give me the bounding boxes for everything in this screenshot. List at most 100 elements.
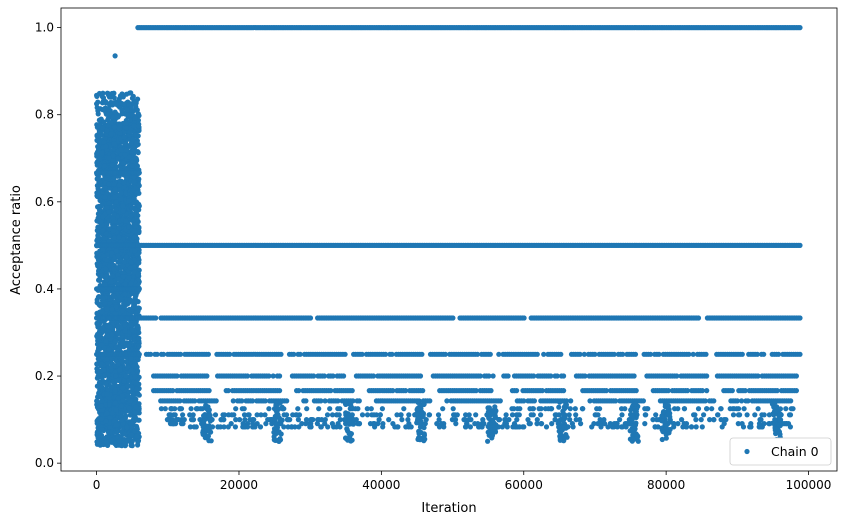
data-point: [112, 194, 118, 200]
data-point: [120, 160, 126, 166]
data-point: [129, 205, 135, 211]
data-point: [136, 351, 142, 357]
data-point: [531, 373, 537, 379]
data-point: [104, 356, 110, 362]
data-point: [133, 132, 139, 138]
data-point: [132, 155, 138, 161]
data-point: [104, 410, 110, 416]
data-point: [341, 373, 347, 379]
data-point: [278, 351, 284, 357]
data-point: [103, 99, 109, 105]
data-point: [307, 315, 314, 321]
data-point: [95, 421, 101, 427]
data-point: [125, 378, 131, 384]
data-point: [126, 307, 132, 313]
data-point: [205, 351, 211, 357]
data-point: [131, 123, 137, 129]
data-point: [389, 351, 395, 357]
data-point: [126, 405, 132, 411]
data-point: [133, 404, 139, 410]
data-point: [106, 402, 112, 408]
data-point: [206, 388, 212, 394]
data-point: [121, 184, 127, 190]
data-point: [122, 328, 128, 334]
data-point: [266, 373, 272, 379]
data-point: [113, 206, 119, 212]
data-point: [113, 304, 119, 310]
data-point: [121, 300, 127, 306]
data-point: [95, 257, 101, 263]
data-point: [417, 373, 424, 379]
data-point: [104, 127, 110, 134]
data-point: [120, 340, 126, 346]
data-point: [96, 294, 102, 300]
data-point: [128, 420, 134, 426]
data-point: [109, 331, 115, 337]
data-point: [113, 373, 119, 379]
data-point: [110, 100, 116, 106]
data-point: [118, 196, 124, 202]
data-point: [106, 218, 112, 224]
data-point: [95, 186, 101, 192]
data-point: [95, 322, 101, 328]
data-point: [100, 295, 106, 301]
data-point: [96, 156, 103, 162]
data-point: [109, 306, 115, 312]
data-point: [328, 388, 334, 394]
data-point: [134, 164, 140, 171]
data-point: [94, 101, 100, 107]
data-point: [94, 375, 100, 381]
data-point: [160, 351, 167, 357]
data-point: [131, 179, 137, 185]
data-point: [122, 291, 128, 297]
data-point: [116, 126, 123, 132]
data-point: [114, 429, 120, 435]
data-point: [383, 351, 389, 357]
data-point: [103, 381, 109, 387]
data-point: [98, 342, 105, 348]
data-point: [558, 351, 564, 357]
data-point: [561, 373, 567, 379]
data-point: [102, 373, 108, 379]
data-point: [97, 262, 103, 269]
data-point: [99, 308, 105, 315]
data-point: [94, 366, 100, 372]
data-point: [111, 266, 117, 272]
data-point: [370, 373, 377, 379]
data-point: [98, 363, 104, 369]
data-point: [123, 125, 130, 131]
data-point: [134, 426, 140, 432]
data-point: [133, 380, 139, 386]
data-point: [133, 299, 139, 305]
data-point: [128, 322, 134, 328]
data-point: [541, 351, 547, 357]
data-point: [105, 386, 111, 393]
data-point: [100, 125, 106, 131]
data-point: [133, 293, 139, 299]
data-point: [776, 351, 782, 357]
data-point: [170, 388, 176, 394]
data-point: [106, 181, 112, 187]
data-point: [106, 155, 112, 161]
data-point: [98, 218, 104, 225]
data-point: [118, 190, 124, 196]
data-point: [96, 357, 102, 363]
data-point: [112, 387, 118, 393]
data-point: [128, 442, 134, 448]
data-point: [124, 424, 130, 431]
data-point: [270, 373, 276, 379]
data-point: [95, 271, 101, 277]
data-point: [121, 259, 127, 265]
data-point: [96, 129, 102, 135]
data-point: [94, 150, 100, 156]
data-point: [108, 120, 114, 126]
data-point: [97, 303, 104, 309]
data-point: [136, 286, 142, 292]
data-point: [496, 351, 502, 357]
data-point: [96, 390, 102, 396]
data-point: [94, 341, 101, 347]
data-point: [521, 315, 527, 321]
data-point: [674, 373, 680, 379]
data-point: [135, 260, 142, 266]
data-point: [113, 422, 119, 428]
